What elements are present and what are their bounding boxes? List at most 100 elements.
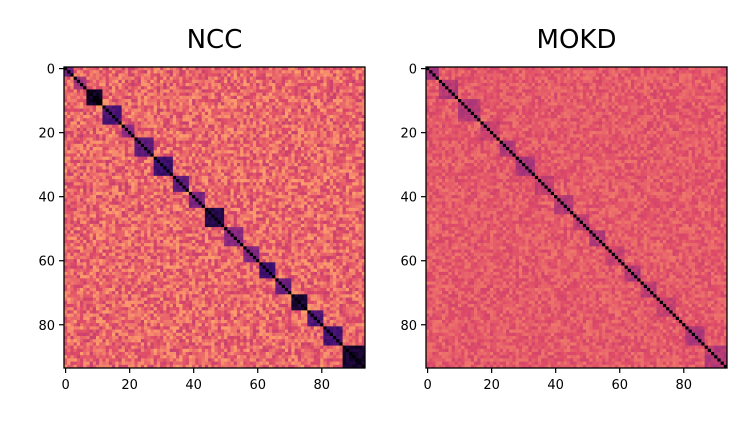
ncc-heatmap-cell xyxy=(166,80,170,84)
ncc-heatmap-cell xyxy=(118,121,122,125)
ncc-heatmap-cell xyxy=(279,93,283,97)
ncc-heatmap-cell xyxy=(304,173,308,177)
ncc-heatmap-cell xyxy=(131,221,135,225)
ncc-heatmap-cell xyxy=(339,208,343,212)
ncc-heatmap-cell xyxy=(346,89,350,93)
ncc-heatmap-cell xyxy=(93,141,97,145)
ncc-heatmap-cell xyxy=(291,173,295,177)
ncc-heatmap-cell xyxy=(173,179,177,183)
ncc-heatmap-cell xyxy=(288,173,292,177)
ncc-heatmap-cell xyxy=(320,182,324,186)
ncc-heatmap-cell xyxy=(122,198,126,202)
ncc-heatmap-cell xyxy=(131,121,135,125)
ncc-heatmap-cell xyxy=(118,147,122,151)
ncc-heatmap-cell xyxy=(275,195,279,199)
ncc-heatmap-cell xyxy=(150,227,154,231)
ncc-heatmap-cell xyxy=(336,86,340,90)
ncc-heatmap-cell xyxy=(218,118,222,122)
ncc-heatmap-cell xyxy=(198,160,202,164)
ncc-heatmap-cell xyxy=(218,121,222,125)
ncc-heatmap-cell xyxy=(237,205,241,209)
ncc-heatmap-cell xyxy=(263,211,267,215)
ncc-heatmap-cell xyxy=(86,237,90,241)
ncc-heatmap-cell xyxy=(102,150,106,154)
ncc-heatmap-cell xyxy=(173,73,177,77)
ncc-heatmap-cell xyxy=(227,96,231,100)
ncc-heatmap-cell xyxy=(208,230,212,234)
ncc-heatmap-cell xyxy=(240,153,244,157)
ncc-heatmap-cell xyxy=(144,137,148,141)
ncc-heatmap-cell xyxy=(243,221,247,225)
ncc-heatmap-cell xyxy=(77,201,81,205)
ncc-heatmap-cell xyxy=(77,185,81,189)
ncc-heatmap-cell xyxy=(208,211,212,215)
ncc-heatmap-cell xyxy=(115,185,119,189)
ncc-heatmap-cell xyxy=(179,227,183,231)
ncc-heatmap-cell xyxy=(106,224,110,228)
ncc-heatmap-cell xyxy=(359,234,363,238)
ncc-heatmap-cell xyxy=(163,96,167,100)
ncc-heatmap-cell xyxy=(154,205,158,209)
ncc-heatmap-cell xyxy=(266,208,270,212)
ncc-heatmap-cell xyxy=(282,147,286,151)
ncc-heatmap-cell xyxy=(227,221,231,225)
ncc-heatmap-cell xyxy=(189,125,193,129)
ncc-heatmap-cell xyxy=(166,230,170,234)
ncc-heatmap-cell xyxy=(211,208,215,212)
ncc-heatmap-cell xyxy=(70,77,74,81)
ncc-heatmap-cell xyxy=(90,144,94,148)
ncc-heatmap-cell xyxy=(99,227,103,231)
ncc-heatmap-cell xyxy=(288,134,292,138)
ncc-heatmap-cell xyxy=(320,230,324,234)
ncc-heatmap-cell xyxy=(346,115,350,119)
ncc-heatmap-cell xyxy=(275,93,279,97)
ncc-heatmap-cell xyxy=(186,144,190,148)
ncc-heatmap-cell xyxy=(263,96,267,100)
ncc-heatmap-cell xyxy=(96,105,100,109)
ncc-heatmap-cell xyxy=(195,89,199,93)
ncc-heatmap-cell xyxy=(269,121,273,125)
ncc-heatmap-cell xyxy=(240,179,244,183)
ncc-heatmap-cell xyxy=(346,134,350,138)
ncc-heatmap-cell xyxy=(211,86,215,90)
ncc-heatmap-cell xyxy=(231,96,235,100)
ncc-heatmap-cell xyxy=(202,121,206,125)
ncc-heatmap-cell xyxy=(154,141,158,145)
ncc-heatmap-cell xyxy=(327,150,331,154)
ncc-heatmap-cell xyxy=(352,205,356,209)
ncc-heatmap-cell xyxy=(128,144,132,148)
ncc-heatmap-cell xyxy=(314,163,318,167)
ncc-heatmap-cell xyxy=(80,105,84,109)
ncc-heatmap-cell xyxy=(343,163,347,167)
ncc-heatmap-cell xyxy=(253,163,257,167)
ncc-heatmap-cell xyxy=(330,141,334,145)
ncc-heatmap-cell xyxy=(128,218,132,222)
ncc-heatmap-cell xyxy=(182,137,186,141)
ncc-heatmap-cell xyxy=(173,115,177,119)
ncc-heatmap-cell xyxy=(179,73,183,77)
ncc-heatmap-cell xyxy=(80,182,84,186)
ncc-heatmap-cell xyxy=(198,205,202,209)
ncc-heatmap-cell xyxy=(96,224,100,228)
ncc-heatmap-cell xyxy=(122,176,126,180)
ncc-heatmap-cell xyxy=(138,83,142,87)
ncc-heatmap-cell xyxy=(320,227,324,231)
ncc-heatmap-cell xyxy=(291,70,295,74)
ncc-heatmap-cell xyxy=(106,99,110,103)
ncc-heatmap-cell xyxy=(112,141,116,145)
ncc-heatmap-cell xyxy=(240,176,244,180)
ncc-heatmap-cell xyxy=(99,99,103,103)
ncc-heatmap-cell xyxy=(327,125,331,129)
ncc-heatmap-cell xyxy=(189,89,193,93)
ncc-heatmap-cell xyxy=(90,96,94,100)
ncc-heatmap-cell xyxy=(317,70,321,74)
ncc-heatmap-cell xyxy=(109,221,113,225)
ncc-heatmap-cell xyxy=(343,99,347,103)
ncc-heatmap-cell xyxy=(163,105,167,109)
ncc-heatmap-cell xyxy=(272,182,276,186)
ncc-heatmap-cell xyxy=(70,221,74,225)
ncc-heatmap-cell xyxy=(272,80,276,84)
ncc-heatmap-cell xyxy=(179,214,183,218)
ncc-heatmap-cell xyxy=(355,185,359,189)
ncc-heatmap-cell xyxy=(176,86,180,90)
